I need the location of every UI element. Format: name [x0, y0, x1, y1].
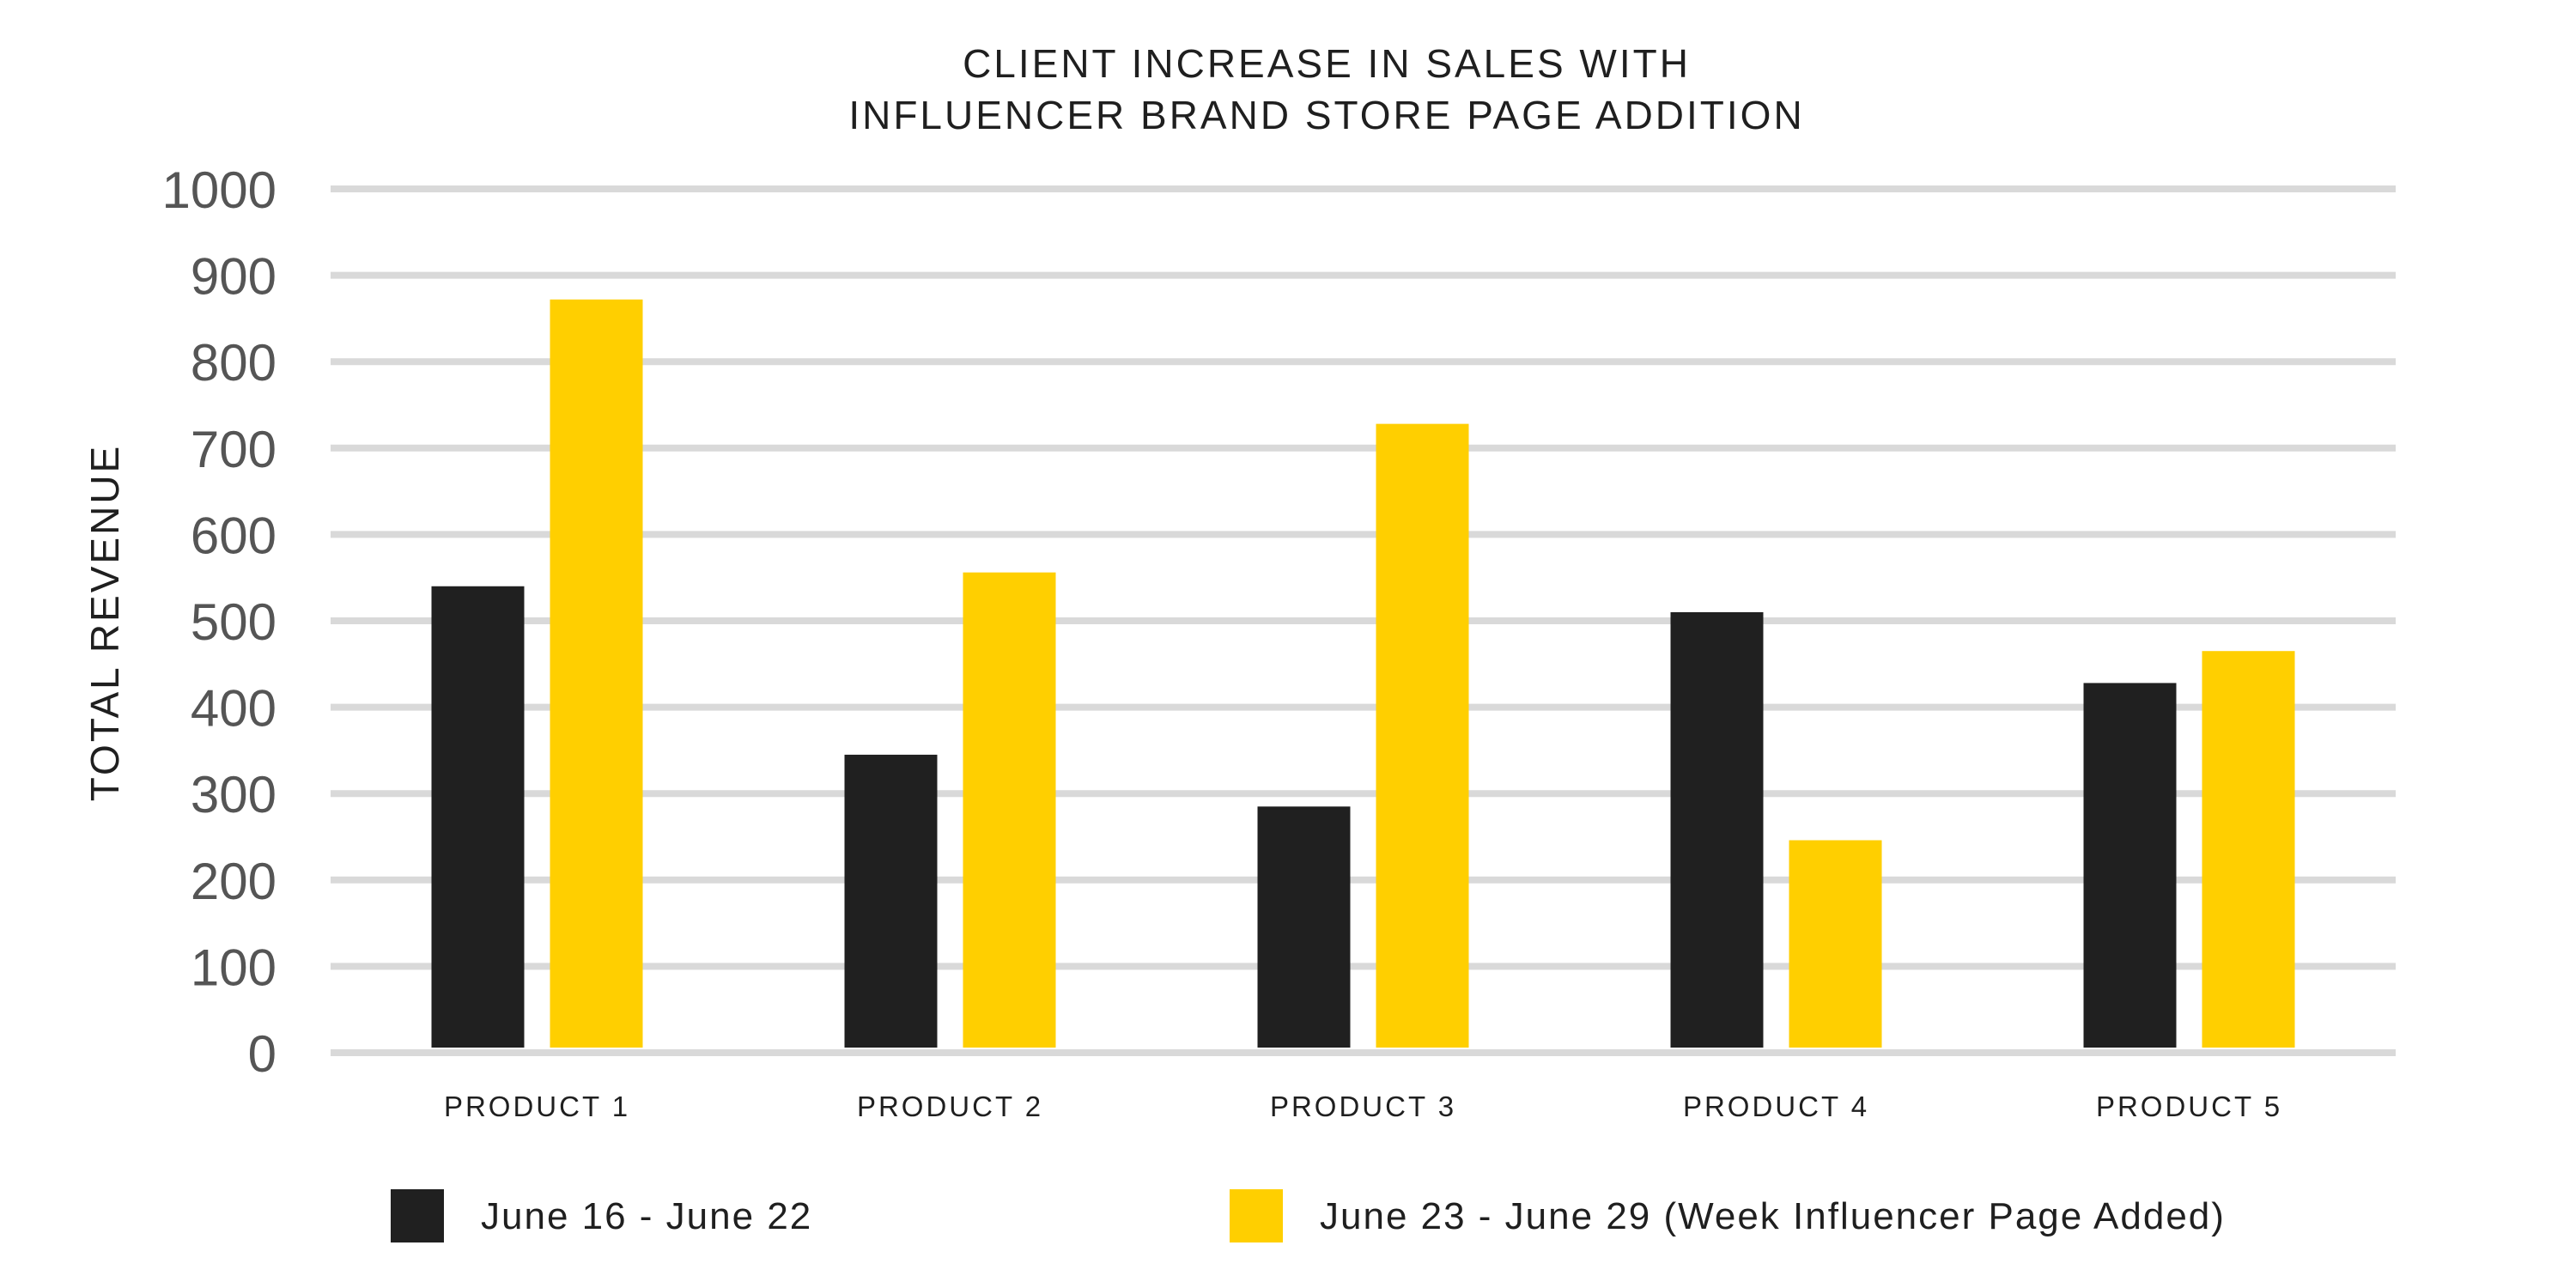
legend: June 16 - June 22 June 23 - June 29 (Week… [391, 1189, 2226, 1242]
legend-swatch-1 [391, 1189, 444, 1242]
y-tick-label: 0 [248, 1025, 276, 1083]
bar-june23-29-product-4 [1789, 840, 1882, 1048]
y-tick-label: 700 [191, 421, 276, 478]
bar-june16-22-product-4 [1670, 611, 1764, 1048]
chart-title-line-1: CLIENT INCREASE IN SALES WITH [963, 41, 1691, 86]
bar-june16-22-product-1 [431, 586, 525, 1048]
y-tick-label: 900 [191, 248, 276, 306]
y-tick-label: 200 [191, 853, 276, 910]
x-tick-label: PRODUCT 1 [444, 1091, 630, 1122]
y-axis-ticks: 0 100 200 300 400 500 600 700 800 900 1000 [162, 161, 276, 1083]
bar-june16-22-product-5 [2083, 683, 2177, 1048]
bar-june23-29-product-1 [550, 299, 643, 1048]
y-tick-label: 100 [191, 939, 276, 996]
y-tick-label: 800 [191, 334, 276, 392]
x-axis-ticks: PRODUCT 1 PRODUCT 2 PRODUCT 3 PRODUCT 4 PROD… [444, 1091, 2282, 1122]
bar-june23-29-product-2 [963, 572, 1056, 1048]
legend-swatch-2 [1230, 1189, 1283, 1242]
y-tick-label: 600 [191, 507, 276, 564]
x-tick-label: PRODUCT 3 [1270, 1091, 1456, 1122]
legend-label-1: June 16 - June 22 [481, 1195, 812, 1237]
gridlines [331, 185, 2396, 1056]
x-tick-label: PRODUCT 4 [1683, 1091, 1869, 1122]
bar-june23-29-product-3 [1376, 423, 1469, 1048]
chart-title-line-2: INFLUENCER BRAND STORE PAGE ADDITION [848, 93, 1804, 137]
y-tick-label: 1000 [162, 161, 276, 219]
bar-june16-22-product-3 [1257, 806, 1351, 1048]
x-tick-label: PRODUCT 2 [857, 1091, 1043, 1122]
y-axis-label: TOTAL REVENUE [82, 444, 127, 801]
y-tick-label: 400 [191, 680, 276, 738]
bars [431, 299, 2295, 1048]
bar-june16-22-product-2 [844, 754, 938, 1048]
legend-label-2: June 23 - June 29 (Week Influencer Page … [1320, 1195, 2226, 1237]
x-tick-label: PRODUCT 5 [2096, 1091, 2282, 1122]
y-tick-label: 500 [191, 593, 276, 651]
y-tick-label: 300 [191, 766, 276, 823]
bar-june23-29-product-5 [2202, 651, 2295, 1048]
